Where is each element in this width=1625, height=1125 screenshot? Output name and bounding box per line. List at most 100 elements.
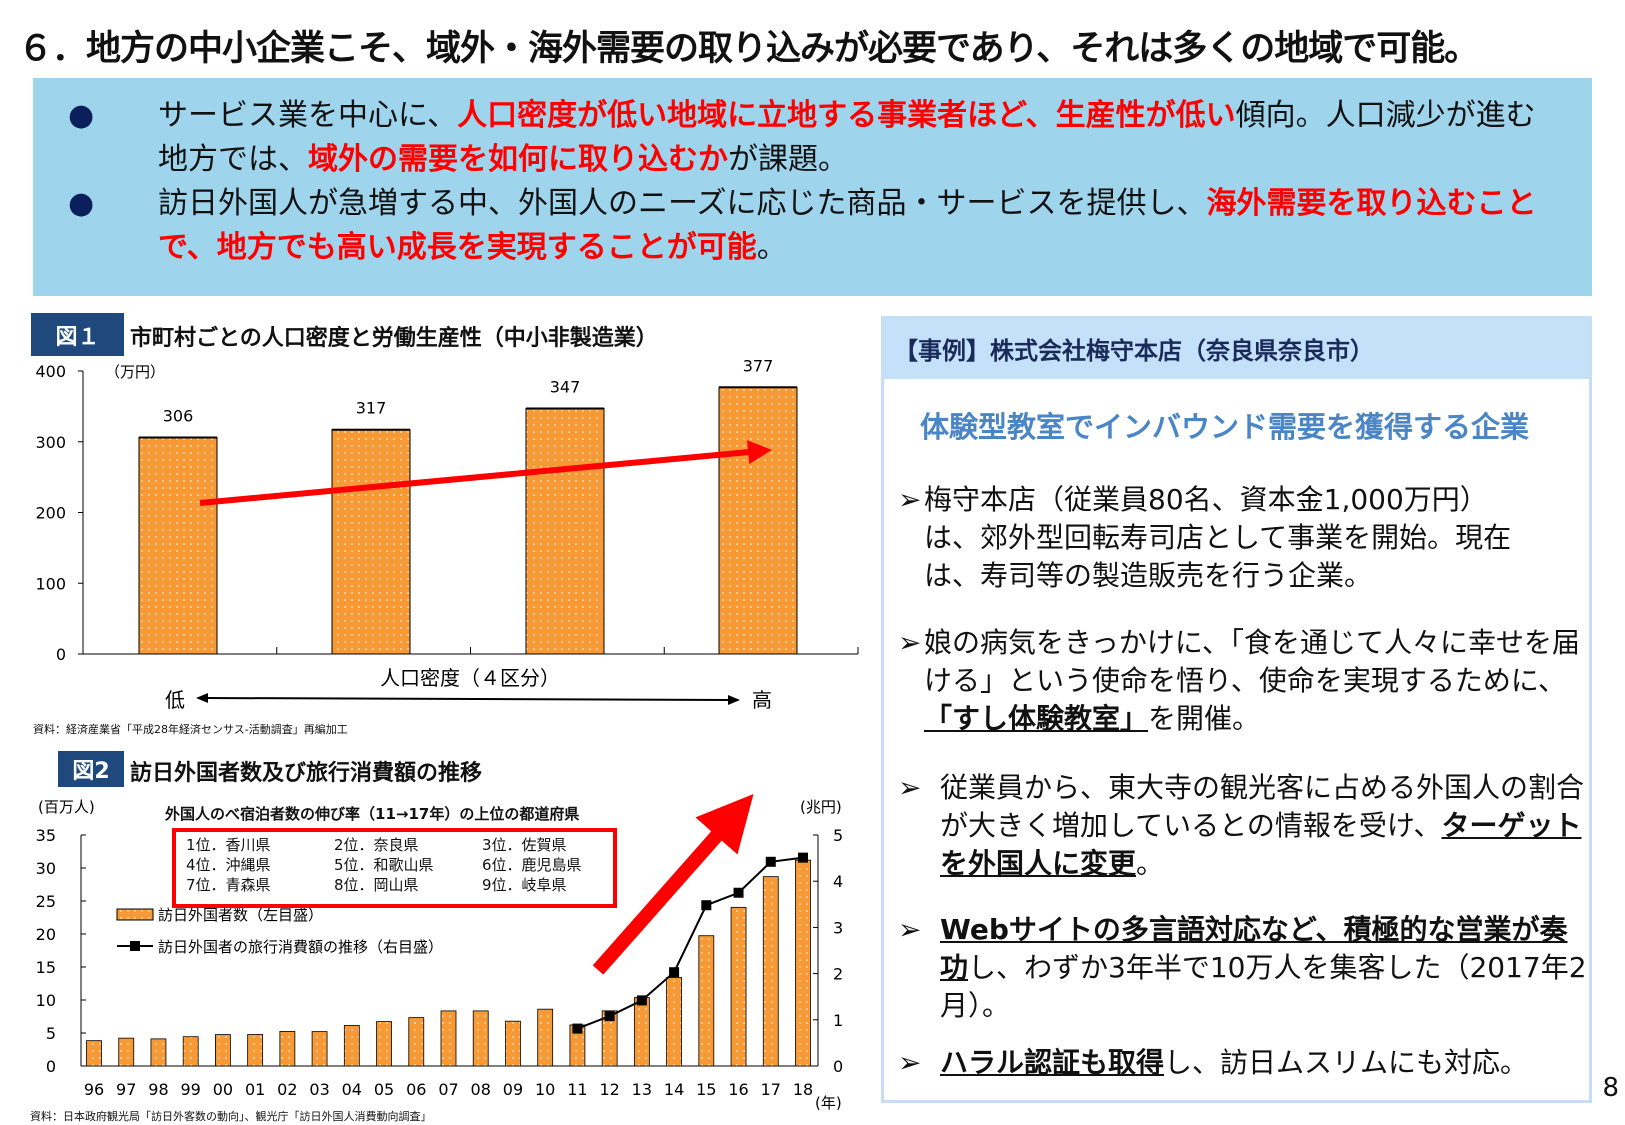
rank-item: 8位．岡山県 [334, 876, 419, 894]
line-marker [798, 852, 808, 863]
fig1-title: 市町村ごとの人口密度と労働生産性（中小非製造業） [130, 326, 658, 351]
text-segment: 傾向。人口減少が進む地方では、 [158, 98, 1536, 177]
x-tick-label: 07 [438, 1080, 458, 1099]
left-tick-label: 5 [46, 1024, 56, 1043]
right-tick-label: 3 [833, 918, 843, 937]
bar [718, 386, 798, 655]
right-tick-label: 2 [833, 965, 843, 984]
case-item-text: 梅守本店（従業員80名、資本金1,000万円）は、郊外型回転寿司店として事業を開… [924, 481, 1538, 595]
highlight-text: 人口密度が低い地域に立地する事業者ほど、生産性が低い [457, 98, 1236, 133]
bar [698, 935, 715, 1067]
x-tick-label: 15 [696, 1080, 716, 1099]
text-segment: 。 [1136, 847, 1165, 880]
density-low-label: 低 [165, 688, 185, 712]
bar-top [332, 428, 410, 431]
bullet-icon: ● [68, 98, 95, 133]
right-tick-label: 1 [833, 1011, 843, 1030]
bullet-icon: ● [68, 186, 95, 221]
line-marker [636, 995, 647, 1006]
data-label: 306 [163, 407, 194, 426]
bar [331, 429, 411, 655]
arrow-left-icon [196, 693, 208, 703]
x-tick-label: 04 [342, 1080, 362, 1099]
y-tick-label: 200 [35, 504, 66, 523]
fig1-label: 図１ [31, 313, 124, 356]
x-tick-label: 17 [761, 1080, 781, 1099]
x-tick-label: 03 [309, 1080, 329, 1099]
left-tick-label: 35 [36, 826, 56, 845]
x-tick-label: 97 [116, 1080, 136, 1099]
case-item-4: ➢ Webサイトの多言語対応など、積極的な営業が奏功し、わずか3年半で10万人を集… [898, 911, 1588, 1025]
text-segment: し、訪日ムスリムにも対応。 [1164, 1046, 1529, 1079]
summary-text: サービス業を中心に、人口密度が低い地域に立地する事業者ほど、生産性が低い傾向。人… [158, 94, 1538, 182]
x-tick-label: 05 [374, 1080, 394, 1099]
arrow-bullet-icon: ➢ [898, 483, 922, 516]
growth-arrow [592, 794, 754, 975]
legend-line-marker [130, 941, 140, 951]
line-marker [669, 967, 680, 978]
bar-top [719, 386, 797, 389]
summary-bullet-1: ● サービス業を中心に、人口密度が低い地域に立地する事業者ほど、生産性が低い傾向。… [68, 94, 1538, 182]
data-label: 317 [356, 399, 387, 418]
left-tick-label: 20 [36, 925, 56, 944]
arrow-bullet-icon: ➢ [898, 771, 922, 804]
bar [730, 906, 747, 1067]
arrow-bullet-icon: ➢ [898, 1046, 922, 1079]
bar [86, 1040, 102, 1067]
bar-top [526, 407, 604, 410]
x-tick-label: 10 [535, 1080, 555, 1099]
left-tick-label: 25 [36, 892, 56, 911]
left-tick-label: 30 [36, 859, 56, 878]
right-tick-label: 4 [833, 872, 843, 891]
text-segment: 娘の病気をきっかけに、「食を通じて人々に幸せを届ける」という使命を悟り、使命を実… [924, 626, 1581, 697]
x-tick-label: 16 [728, 1080, 748, 1099]
text-segment: 訪日外国人が急増する中、外国人のニーズに応じた商品・サービスを提供し、 [158, 186, 1207, 221]
bar [762, 876, 779, 1067]
bar [472, 1010, 489, 1067]
text-segment: が課題。 [728, 142, 848, 177]
summary-bullet-2: ● 訪日外国人が急増する中、外国人のニーズに応じた商品・サービスを提供し、海外需要… [68, 182, 1538, 270]
legend-bar-label: 訪日外国者数（左目盛） [158, 906, 323, 924]
case-item-3: ➢ 従業員から、東大寺の観光客に占める外国人の割合が大きく増加しているとの情報を受… [898, 769, 1588, 883]
bar [408, 1017, 425, 1067]
x-tick-label: 98 [148, 1080, 168, 1099]
bar [138, 437, 218, 655]
arrow-bullet-icon: ➢ [898, 626, 922, 659]
right-tick-label: 5 [833, 826, 843, 845]
y-tick-label: 400 [35, 362, 66, 381]
text-segment: サービス業を中心に、 [158, 98, 458, 133]
bar [343, 1025, 360, 1067]
x-tick-label: 96 [84, 1080, 104, 1099]
line-marker [701, 900, 712, 911]
bar [182, 1036, 199, 1067]
bar [311, 1031, 328, 1067]
ranking-box: 1位．香川県 2位．奈良県 3位．佐賀県 4位．沖縄県 5位．和歌山県 6位．鹿児島県 7位… [172, 828, 617, 908]
x-tick-label: 02 [277, 1080, 297, 1099]
case-item-2: ➢ 娘の病気をきっかけに、「食を通じて人々に幸せを届ける」という使命を悟り、使命を… [898, 624, 1588, 738]
fig2-box-title: 外国人のべ宿泊者数の伸び率（11→17年）の上位の都道府県 [165, 805, 580, 823]
legend-line-label: 訪日外国者の旅行消費額の推移（右目盛） [158, 938, 443, 956]
bar [633, 997, 650, 1067]
x-tick-label: 12 [599, 1080, 619, 1099]
case-study-subtitle: 体験型教室でインバウンド需要を獲得する企業 [920, 410, 1530, 444]
y-tick-label: 300 [35, 433, 66, 452]
emphasis-text: Webサイトの多言語対応など、積極的な営業が奏功 [940, 913, 1568, 984]
x-tick-label: 14 [664, 1080, 684, 1099]
left-axis-unit: (百万人) [38, 798, 95, 816]
bar [537, 1008, 554, 1067]
rank-item: 1位．香川県 [186, 836, 271, 854]
x-tick-label: 01 [245, 1080, 265, 1099]
x-tick-label: 06 [406, 1080, 426, 1099]
line-marker [765, 856, 776, 867]
bar [279, 1031, 296, 1067]
bar [215, 1034, 231, 1067]
fig1-chart: 0 100 200 300 400 （万円） 306 317 347 377 人口密度（４区分） 低 高 [35, 360, 859, 712]
density-high-label: 高 [752, 688, 772, 712]
y-tick-label: 0 [56, 645, 66, 664]
fig2-title: 訪日外国者数及び旅行消費額の推移 [130, 761, 483, 786]
page-number: 8 [1602, 1073, 1619, 1103]
line-marker [604, 1011, 615, 1022]
case-item-text: 従業員から、東大寺の観光客に占める外国人の割合が大きく増加しているとの情報を受け… [940, 769, 1588, 883]
x-axis-label: 人口密度（４区分） [380, 666, 560, 690]
